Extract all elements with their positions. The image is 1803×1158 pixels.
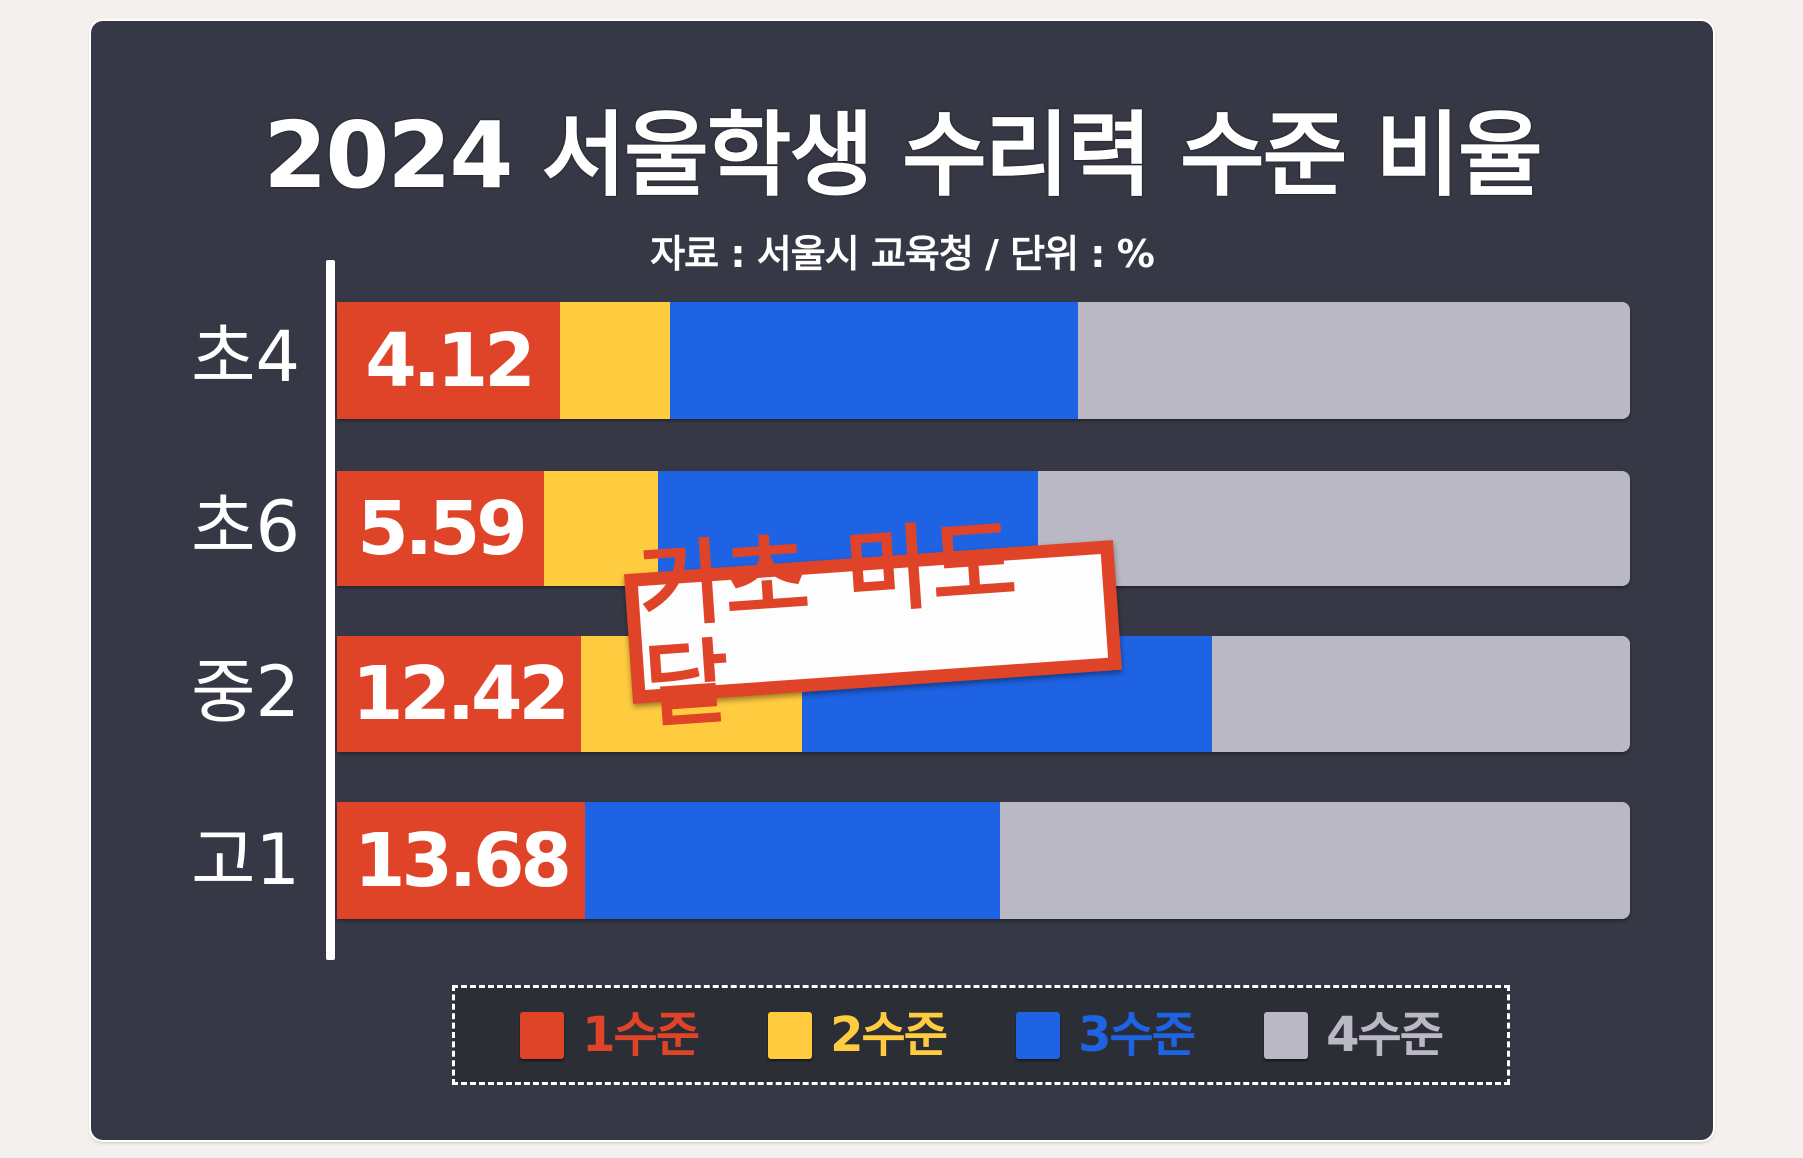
legend-swatch-yellow: [768, 1011, 813, 1059]
bar-row-elem4: 4.12: [337, 302, 1630, 419]
segment-level2: [544, 471, 658, 586]
row-label-elem6: 초6: [191, 486, 300, 568]
legend-swatch-gray: [1264, 1011, 1309, 1059]
y-axis-line: [326, 260, 335, 960]
chart-subtitle: 자료 : 서울시 교육청 / 단위 : %: [650, 232, 1155, 276]
value-label: 12.42: [351, 651, 570, 737]
row-label-elem4: 초4: [191, 316, 300, 398]
segment-level3: [670, 302, 1078, 419]
legend-swatch-blue: [1016, 1011, 1061, 1059]
segment-level4: [1000, 802, 1630, 919]
segment-level4: [1212, 636, 1630, 752]
legend-item-level3: 3수준: [1016, 1007, 1196, 1063]
below-basic-stamp: 기초 미도달: [624, 508, 1122, 741]
row-label-mid2: 중2: [191, 651, 300, 733]
bar-row-elem6: 5.59: [337, 471, 1630, 586]
legend-label: 1수준: [582, 1007, 700, 1063]
legend-swatch-red: [520, 1011, 565, 1059]
bar-row-high1: 13.68: [337, 802, 1630, 919]
value-label: 4.12: [365, 317, 536, 404]
segment-level3: [585, 802, 1000, 919]
segment-level2: [560, 302, 670, 419]
legend-label: 2수준: [830, 1007, 948, 1063]
value-label: 5.59: [357, 485, 528, 572]
legend-label: 3수준: [1078, 1007, 1196, 1063]
legend-item-level4: 4수준: [1264, 1007, 1444, 1063]
legend-item-level2: 2수준: [768, 1007, 948, 1063]
segment-level1: 5.59: [337, 471, 544, 586]
segment-level1: 13.68: [337, 802, 585, 919]
segment-level1: 12.42: [337, 636, 581, 752]
row-label-high1: 고1: [191, 819, 300, 901]
stamp-text: 기초 미도달: [634, 507, 1022, 741]
segment-level4: [1078, 302, 1630, 419]
legend: 1수준 2수준 3수준 4수준: [452, 985, 1510, 1085]
legend-item-level1: 1수준: [520, 1007, 700, 1063]
segment-level4: [1038, 471, 1630, 586]
stamp-inner: 기초 미도달: [634, 508, 1109, 741]
chart-title: 2024 서울학생 수리력 수준 비율: [263, 102, 1542, 209]
legend-label: 4수준: [1326, 1007, 1444, 1063]
bar-row-mid2: 12.42: [337, 636, 1630, 752]
value-label: 13.68: [353, 817, 572, 904]
segment-level1: 4.12: [337, 302, 560, 419]
